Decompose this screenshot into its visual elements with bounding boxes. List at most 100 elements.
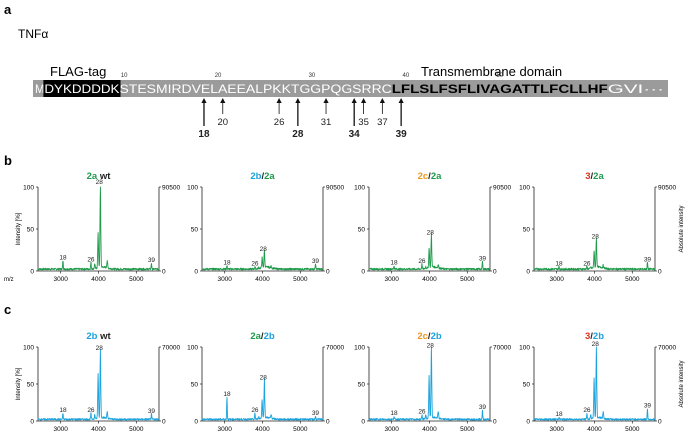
x-tick-label: 3000 — [217, 426, 232, 433]
peak-label: 18 — [555, 260, 563, 267]
y-tick-label: 0 — [361, 419, 365, 426]
chart-title-part: 2b — [431, 331, 442, 342]
y-tick-label: 100 — [354, 345, 365, 352]
sequence-segment-grey: GVI··· — [608, 82, 664, 96]
sequence-bar: M DYKDDDDK STESMIRDVELAEEALPKKTGGPQGSRRC LF… — [33, 80, 668, 97]
x-tick-label: 5000 — [129, 426, 144, 433]
chart-title: 2a/2b — [250, 331, 275, 342]
spectrum-chart: 2a/2b 0 50 100 70000 0 3000 4000 5000 18 26 28 39 — [187, 331, 344, 433]
spectrum-chart: 2c/2a 0 50 100 90500 0 3000 4000 5000 18 26 28 39 — [354, 171, 511, 283]
chart-title-part: 2a — [593, 171, 604, 182]
chart-title-part: 2a — [264, 171, 275, 182]
peak-label: 18 — [223, 260, 231, 267]
peak-label: 26 — [583, 407, 591, 414]
cleavage-arrowhead — [295, 98, 301, 103]
chart-title-part: 2b — [264, 331, 275, 342]
y-tick-label: 0 — [194, 419, 198, 426]
spectrum-trace — [201, 378, 324, 421]
x-tick-label: 4000 — [587, 276, 602, 283]
x-unit-label: m/z — [4, 277, 14, 283]
x-tick-label: 4000 — [91, 276, 106, 283]
peak-label: 26 — [418, 409, 426, 416]
protein-name: TNFα — [18, 27, 48, 41]
position-tick: 20 — [215, 73, 222, 79]
cleavage-arrowhead — [201, 98, 207, 103]
peak-label: 26 — [251, 260, 259, 267]
peak-label: 28 — [96, 345, 104, 352]
peak-label: 18 — [390, 410, 398, 417]
peak-label: 26 — [87, 407, 95, 414]
chart-title-part: 3 — [585, 171, 590, 182]
y2-axis-label: Absolute intensity — [679, 205, 685, 252]
chart-title-part: 2a — [250, 331, 261, 342]
chart-title: 2b/2a — [250, 171, 275, 182]
position-tick: 40 — [402, 73, 409, 79]
y2-zero-label: 0 — [326, 419, 330, 426]
x-tick-label: 3000 — [384, 276, 399, 283]
position-tick: 30 — [309, 73, 316, 79]
y-axis-label: Intensity [%] — [16, 212, 22, 245]
cleavage-label: 20 — [217, 117, 228, 128]
x-tick-label: 5000 — [625, 426, 640, 433]
spectrum-chart: 3/2b 0 50 100 70000 0 3000 4000 5000 Absolute int… — [519, 331, 685, 433]
y2-zero-label: 0 — [658, 419, 662, 426]
x-tick-label: 3000 — [53, 426, 68, 433]
peak-label: 39 — [644, 256, 652, 263]
chart-title-part: / — [261, 331, 264, 342]
peak-label: 26 — [418, 258, 426, 265]
peak-label: 39 — [148, 408, 156, 415]
y-tick-label: 50 — [27, 227, 35, 234]
cleavage-arrowhead — [323, 98, 329, 103]
position-tick: 50 — [496, 73, 503, 79]
x-tick-label: 4000 — [587, 426, 602, 433]
chart-title: 2b wt — [86, 331, 111, 342]
cleavage-label: 28 — [292, 129, 304, 140]
peak-label: 39 — [312, 258, 320, 265]
peak-label: 28 — [260, 246, 268, 253]
y-tick-label: 50 — [523, 227, 531, 234]
position-tick: 10 — [121, 73, 128, 79]
y-tick-label: 50 — [27, 382, 35, 389]
y-tick-label: 100 — [354, 185, 365, 192]
chart-title-part: / — [428, 331, 431, 342]
peak-label: 39 — [644, 403, 652, 410]
peak-label: 39 — [479, 255, 487, 262]
sequence-background — [33, 80, 668, 97]
y-tick-label: 0 — [30, 419, 34, 426]
y-tick-label: 100 — [187, 345, 198, 352]
chart-title-part: 2a — [431, 171, 442, 182]
peak-label: 39 — [148, 257, 156, 264]
x-tick-label: 3000 — [549, 426, 564, 433]
cleavage-label: 31 — [321, 117, 332, 128]
spectrum-chart: 2a wt 0 50 100 90500 0 3000 4000 5000 Intensity [… — [4, 171, 180, 283]
chart-title: 2a wt — [87, 171, 112, 182]
x-tick-label: 3000 — [384, 426, 399, 433]
y2-zero-label: 0 — [162, 419, 166, 426]
flag-tag-label: FLAG-tag — [50, 64, 106, 79]
y-tick-label: 50 — [191, 227, 199, 234]
y-tick-label: 100 — [23, 185, 34, 192]
y2-max-label: 70000 — [326, 345, 344, 352]
panel-letter-c: c — [4, 302, 11, 317]
flag-tag-box — [43, 80, 121, 97]
y2-max-label: 90500 — [162, 185, 180, 192]
spectrum-chart: 3/2a 0 50 100 90500 0 3000 4000 5000 Absolute int… — [519, 171, 685, 283]
cleavage-arrowhead — [360, 98, 367, 103]
y-tick-label: 0 — [30, 269, 34, 276]
cleavage-arrowhead — [398, 98, 404, 103]
panel-letter-b: b — [4, 153, 12, 168]
peak-label: 28 — [427, 229, 435, 236]
x-tick-label: 4000 — [422, 276, 437, 283]
y-tick-label: 100 — [187, 185, 198, 192]
x-tick-label: 5000 — [129, 276, 144, 283]
chart-title-part: / — [428, 171, 431, 182]
y2-zero-label: 0 — [493, 269, 497, 276]
peak-label: 18 — [555, 411, 563, 418]
y-tick-label: 50 — [358, 227, 366, 234]
peak-label: 28 — [260, 375, 268, 382]
x-tick-label: 5000 — [460, 276, 475, 283]
spectrum-trace — [368, 232, 491, 271]
